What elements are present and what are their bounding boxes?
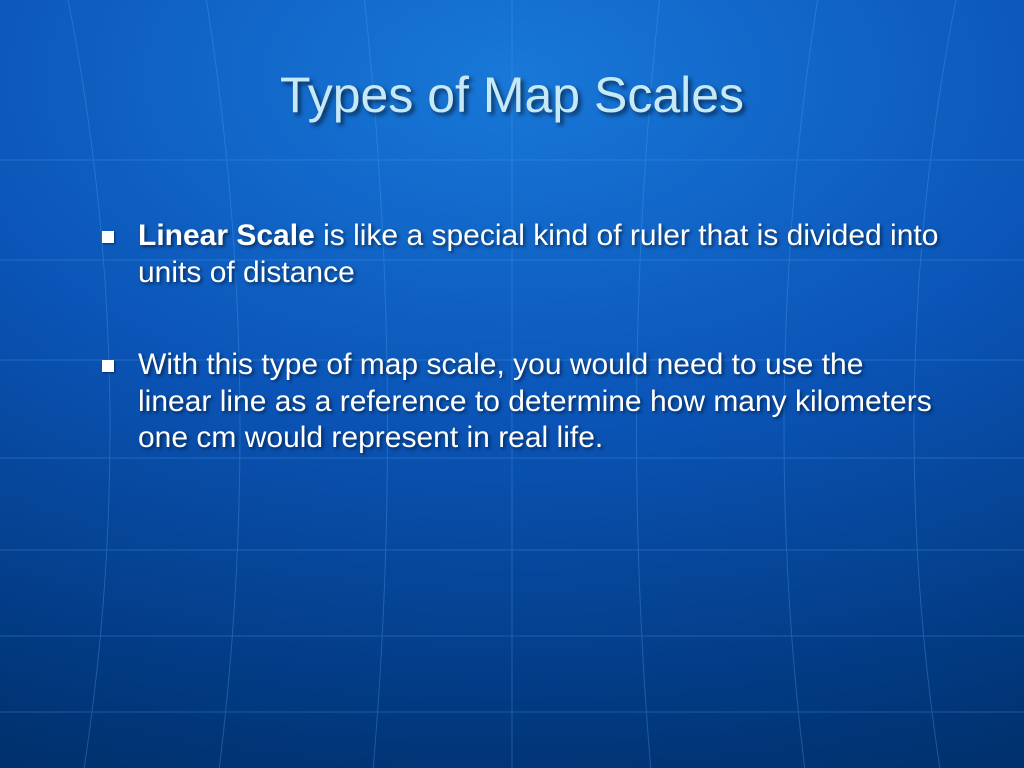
bullet-list: Linear Scale is like a special kind of r… bbox=[100, 218, 944, 457]
slide-body: Linear Scale is like a special kind of r… bbox=[100, 218, 944, 457]
slide: Types of Map Scales Linear Scale is like… bbox=[0, 0, 1024, 768]
bullet-item: Linear Scale is like a special kind of r… bbox=[100, 218, 944, 291]
slide-title: Types of Map Scales bbox=[0, 66, 1024, 124]
bullet-text: With this type of map scale, you would n… bbox=[138, 348, 932, 454]
bullet-bold-lead: Linear Scale bbox=[138, 219, 315, 252]
bullet-item: With this type of map scale, you would n… bbox=[100, 347, 944, 457]
